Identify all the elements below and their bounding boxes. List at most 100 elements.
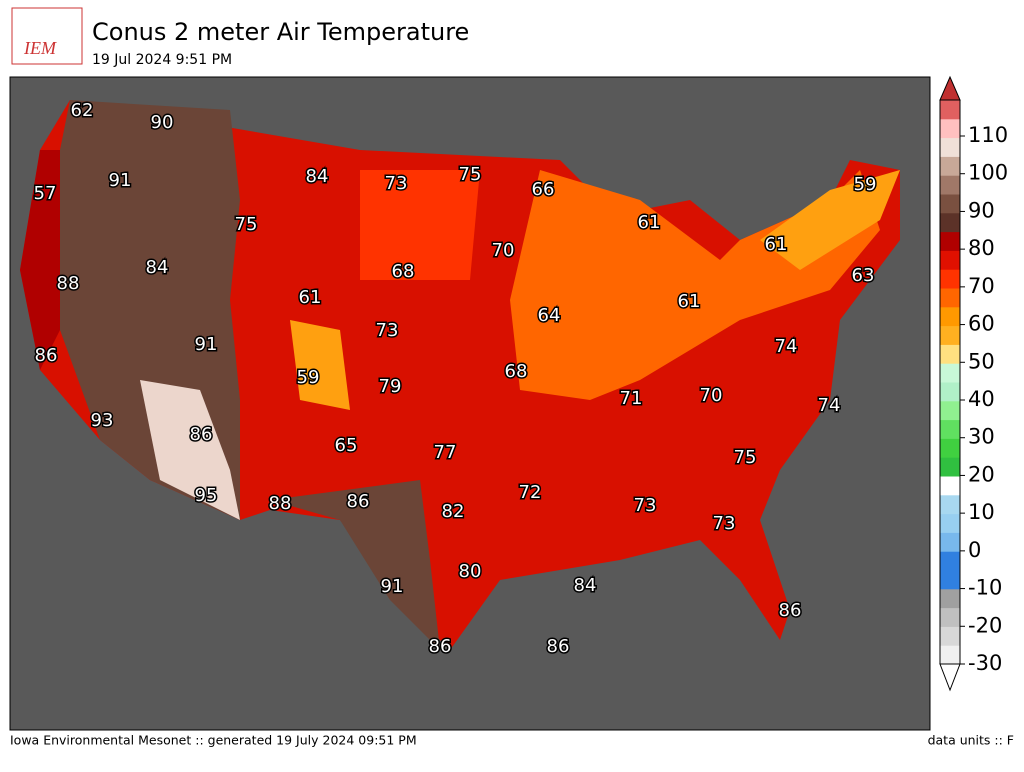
title: Conus 2 meter Air Temperature	[92, 18, 469, 46]
colorbar-swatch	[940, 306, 960, 327]
colorbar-swatch	[940, 645, 960, 665]
colorbar-tick-label: 10	[968, 500, 995, 524]
colorbar-swatch	[940, 156, 960, 176]
station-label: 95	[195, 485, 218, 506]
colorbar-swatch	[940, 513, 960, 533]
colorbar-swatch	[940, 250, 960, 270]
cool-northeast	[760, 170, 900, 270]
colorbar-swatch	[940, 607, 960, 627]
colorbar-tick-label: 110	[968, 123, 1008, 147]
station-label: 88	[57, 273, 80, 294]
colorbar: -30 -20 -10 0 10 20 30 40 50 60 70 80 90 100 110	[939, 75, 1008, 692]
subtitle: 19 Jul 2024 9:51 PM	[92, 52, 232, 68]
colorbar-swatch	[940, 494, 960, 515]
station-label: 73	[713, 513, 736, 534]
colorbar-swatch	[940, 570, 960, 590]
station-label: 61	[299, 287, 322, 308]
station-label: 77	[434, 442, 457, 463]
logo-box	[11, 7, 83, 65]
station-label: 73	[634, 495, 657, 516]
colorbar-swatch	[940, 551, 960, 571]
colorbar-max	[939, 75, 961, 101]
colorbar-tick-label: 20	[968, 462, 995, 486]
station-label: 91	[381, 576, 404, 597]
colorbar-swatch	[940, 382, 960, 402]
colorbar-swatch	[940, 626, 960, 646]
station-labels: 62 90 57 91 84 73 75 66 59 75 61 70 61 84 88 68 63 61 61 64…	[32, 99, 878, 659]
station-label: 86	[35, 345, 58, 366]
conus	[20, 100, 900, 650]
colorbar-swatch	[940, 457, 960, 477]
station-label: 91	[109, 170, 132, 191]
station-label: 73	[376, 320, 399, 341]
plains	[360, 170, 480, 280]
station-label: 61	[765, 234, 788, 255]
station-label: 59	[297, 367, 320, 388]
texas-hot	[270, 480, 440, 650]
colorbar-tick-label: -20	[968, 613, 1002, 637]
colorbar-swatch	[940, 419, 960, 439]
colorbar-tick-label: -10	[968, 576, 1002, 600]
logo-text: IEM	[23, 38, 57, 58]
station-label: 91	[195, 334, 218, 355]
footer-left: Iowa Environmental Mesonet :: generated …	[10, 733, 417, 748]
colorbar-tick-label: 100	[968, 161, 1008, 185]
colorbar-swatch	[940, 325, 960, 345]
colorbar-swatch	[940, 194, 960, 214]
colorbar-tick-label: 80	[968, 236, 995, 260]
station-label: 57	[34, 183, 57, 204]
colorbar-swatch	[940, 212, 960, 233]
colorbar-swatch	[940, 588, 960, 609]
station-label: 84	[146, 257, 169, 278]
station-label: 70	[492, 240, 515, 261]
station-label: 62	[71, 100, 94, 121]
colorbar-tick-label: 90	[968, 198, 995, 222]
station-label: 66	[532, 179, 555, 200]
station-label: 86	[547, 636, 570, 657]
station-label: 72	[519, 482, 542, 503]
coast	[20, 150, 60, 370]
station-label: 74	[775, 336, 798, 357]
colorbar-swatch	[940, 344, 960, 364]
colorbar-tick-label: 0	[968, 538, 981, 562]
station-label: 73	[385, 173, 408, 194]
station-label: 90	[151, 112, 174, 133]
station-label: 79	[379, 376, 402, 397]
colorbar-tick-label: 40	[968, 387, 995, 411]
colorbar-swatch	[940, 137, 960, 157]
colorbar-outline	[939, 99, 961, 665]
cool-mountain	[290, 320, 350, 410]
station-label: 64	[538, 305, 561, 326]
station-label: 61	[638, 212, 661, 233]
colorbar-swatch	[940, 231, 960, 251]
footer-right: data units :: F	[928, 733, 1014, 748]
colorbar-swatch	[940, 363, 960, 383]
station-label: 59	[854, 174, 877, 195]
station-label: 84	[306, 166, 329, 187]
colorbar-tick-label: -30	[968, 651, 1002, 675]
station-label: 88	[269, 493, 292, 514]
station-label: 86	[190, 424, 213, 445]
station-label: 70	[700, 385, 723, 406]
colorbar-swatch	[940, 100, 960, 120]
station-label: 75	[459, 164, 482, 185]
colorbar-swatch	[940, 288, 960, 308]
colorbar-swatch	[940, 476, 960, 496]
station-label: 80	[459, 561, 482, 582]
colorbar-tick-label: 70	[968, 274, 995, 298]
colorbar-swatch	[940, 400, 960, 421]
station-label: 71	[620, 388, 643, 409]
station-label: 86	[347, 491, 370, 512]
station-label: 68	[505, 361, 528, 382]
colorbar-tick-label: 50	[968, 349, 995, 373]
station-label: 82	[442, 501, 465, 522]
station-label: 68	[392, 261, 415, 282]
station-label: 75	[734, 447, 757, 468]
colorbar-min	[939, 663, 961, 692]
colorbar-swatch	[940, 175, 960, 195]
station-label: 93	[91, 410, 114, 431]
station-label: 86	[429, 636, 452, 657]
colorbar-tick-label: 60	[968, 312, 995, 336]
station-label: 84	[574, 575, 597, 596]
